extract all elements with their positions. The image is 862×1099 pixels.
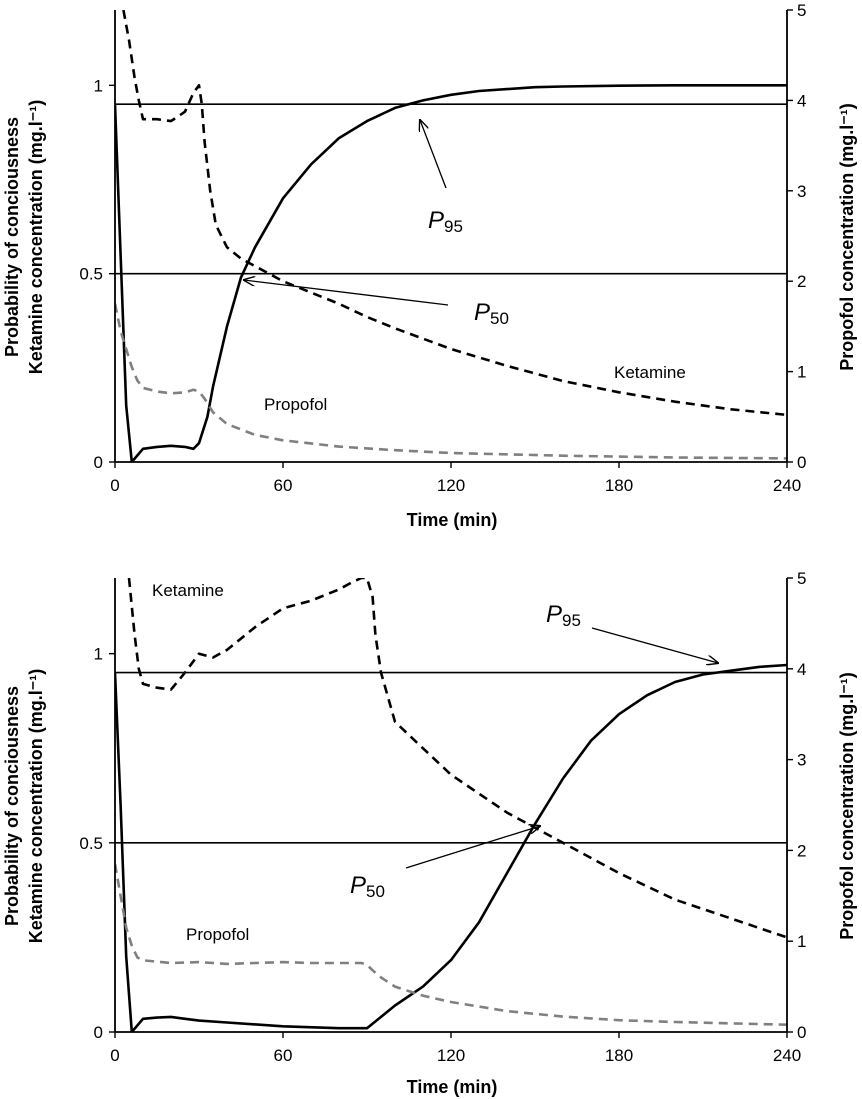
left-axis-title-line-2: Ketamine concentration (mg.l⁻¹) (26, 669, 46, 944)
x-tick-label: 0 (110, 476, 119, 495)
p95-arrow (591, 627, 718, 663)
x-tick-label: 120 (437, 1046, 465, 1065)
x-tick-label: 0 (110, 1046, 119, 1065)
right-y-tick-label: 3 (797, 182, 806, 201)
chart-panel-bottom: Probability of conciousness Ketamine con… (2, 569, 857, 1097)
left-y-tick-label: 0 (94, 1023, 103, 1042)
ketamine-concentration-line (122, 10, 787, 417)
right-y-tick-label: 2 (797, 841, 806, 860)
propofol-label: Propofol (264, 395, 327, 414)
p95-arrow (420, 120, 447, 189)
x-tick-label: 240 (773, 1046, 801, 1065)
right-y-tick-label: 1 (797, 932, 806, 951)
x-axis-title: Time (min) (407, 510, 498, 530)
propofol-concentration-line (115, 303, 787, 460)
right-y-tick-label: 1 (797, 363, 806, 382)
left-y-tick-label: 1 (94, 76, 103, 95)
right-y-tick-label: 4 (797, 660, 806, 679)
p50-arrow (244, 280, 449, 306)
x-tick-label: 180 (605, 1046, 633, 1065)
left-y-tick-label: 0 (94, 453, 103, 472)
left-y-tick-label: 0.5 (79, 265, 103, 284)
p95-label: P95 (428, 207, 463, 236)
right-y-tick-label: 0 (797, 1023, 806, 1042)
ketamine-label: Ketamine (152, 581, 224, 600)
propofol-label: Propofol (186, 925, 249, 944)
x-tick-label: 60 (274, 476, 293, 495)
p50-label: P50 (350, 872, 385, 901)
left-y-tick-label: 1 (94, 645, 103, 664)
right-y-tick-label: 3 (797, 751, 806, 770)
right-y-tick-label: 4 (797, 91, 806, 110)
right-axis-title: Propofol concentration (mg.l⁻¹) (837, 672, 857, 940)
chart-panel-top: Probability of conciousness Ketamine con… (2, 1, 857, 530)
p50-arrow (405, 826, 540, 869)
right-y-tick-label: 5 (797, 569, 806, 588)
right-axis-title: Propofol concentration (mg.l⁻¹) (837, 103, 857, 371)
p95-label: P95 (546, 601, 581, 630)
probability-of-consciousness-line (115, 663, 787, 1032)
ketamine-concentration-line (127, 578, 787, 939)
right-y-tick-label: 2 (797, 272, 806, 291)
x-tick-label: 180 (605, 476, 633, 495)
left-axis-title-line-2: Ketamine concentration (mg.l⁻¹) (26, 100, 46, 375)
propofol-concentration-line (115, 863, 787, 1026)
right-y-tick-label: 0 (797, 453, 806, 472)
probability-of-consciousness-line (115, 84, 787, 462)
ketamine-label: Ketamine (614, 363, 686, 382)
left-axis-title-line-1: Probability of conciousness (2, 117, 22, 357)
left-y-tick-label: 0.5 (79, 834, 103, 853)
p50-label: P50 (474, 299, 509, 328)
x-tick-label: 120 (437, 476, 465, 495)
x-tick-label: 60 (274, 1046, 293, 1065)
left-axis-title-line-1: Probability of conciousness (2, 686, 22, 926)
right-y-tick-label: 5 (797, 1, 806, 20)
x-tick-label: 240 (773, 476, 801, 495)
x-axis-title: Time (min) (407, 1077, 498, 1097)
